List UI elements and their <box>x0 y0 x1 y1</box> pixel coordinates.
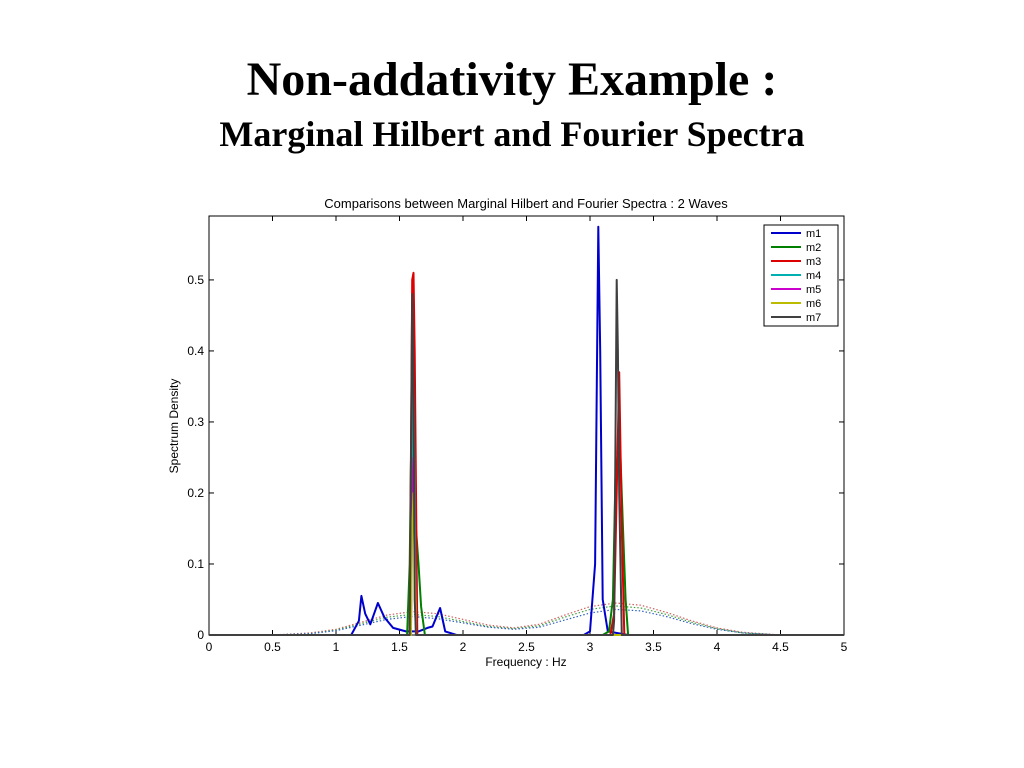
legend-label-m1: m1 <box>806 228 821 240</box>
y-tick-label: 0.5 <box>187 273 204 287</box>
y-tick-label: 0.2 <box>187 486 204 500</box>
legend-label-m7: m7 <box>806 312 821 324</box>
legend-label-m4: m4 <box>806 270 821 282</box>
slide-title: Non-addativity Example : <box>246 53 778 106</box>
x-tick-label: 1.5 <box>391 640 408 654</box>
legend-label-m5: m5 <box>806 284 821 296</box>
x-tick-label: 3.5 <box>645 640 662 654</box>
x-tick-label: 0.5 <box>264 640 281 654</box>
x-tick-label: 2 <box>460 640 467 654</box>
x-tick-label: 4.5 <box>772 640 789 654</box>
fourier-spectrum-line <box>272 608 781 636</box>
chart-title: Comparisons between Marginal Hilbert and… <box>324 196 728 211</box>
plot-area <box>208 215 845 636</box>
legend-label-m2: m2 <box>806 242 821 254</box>
y-axis-label: Spectrum Density <box>167 379 181 474</box>
legend-label-m6: m6 <box>806 298 821 310</box>
x-tick-label: 2.5 <box>518 640 535 654</box>
series-line-m1 <box>209 225 844 636</box>
x-axis-label: Frequency : Hz <box>485 655 566 669</box>
y-tick-label: 0.1 <box>187 557 204 571</box>
x-tick-label: 5 <box>841 640 848 654</box>
y-tick-label: 0 <box>197 628 204 642</box>
series-layer <box>209 225 844 636</box>
y-tick-label: 0.4 <box>187 344 204 358</box>
x-tick-label: 1 <box>333 640 340 654</box>
x-tick-label: 0 <box>206 640 213 654</box>
fourier-spectrum-line <box>272 602 781 636</box>
x-tick-label: 4 <box>714 640 721 654</box>
axis-ticks: 0 0.5 1 1.5 2 2.5 3 3.5 4 4.5 5 0 0.1 0.2 0.3 0.4 0.5 <box>187 216 848 654</box>
series-line-m7 <box>209 278 844 636</box>
legend-label-m3: m3 <box>806 256 821 268</box>
x-tick-label: 3 <box>587 640 594 654</box>
legend: m1 m2 m3 m4 m5 m6 m7 <box>763 224 839 327</box>
y-tick-label: 0.3 <box>187 415 204 429</box>
slide-subtitle: Marginal Hilbert and Fourier Spectra <box>219 114 805 154</box>
